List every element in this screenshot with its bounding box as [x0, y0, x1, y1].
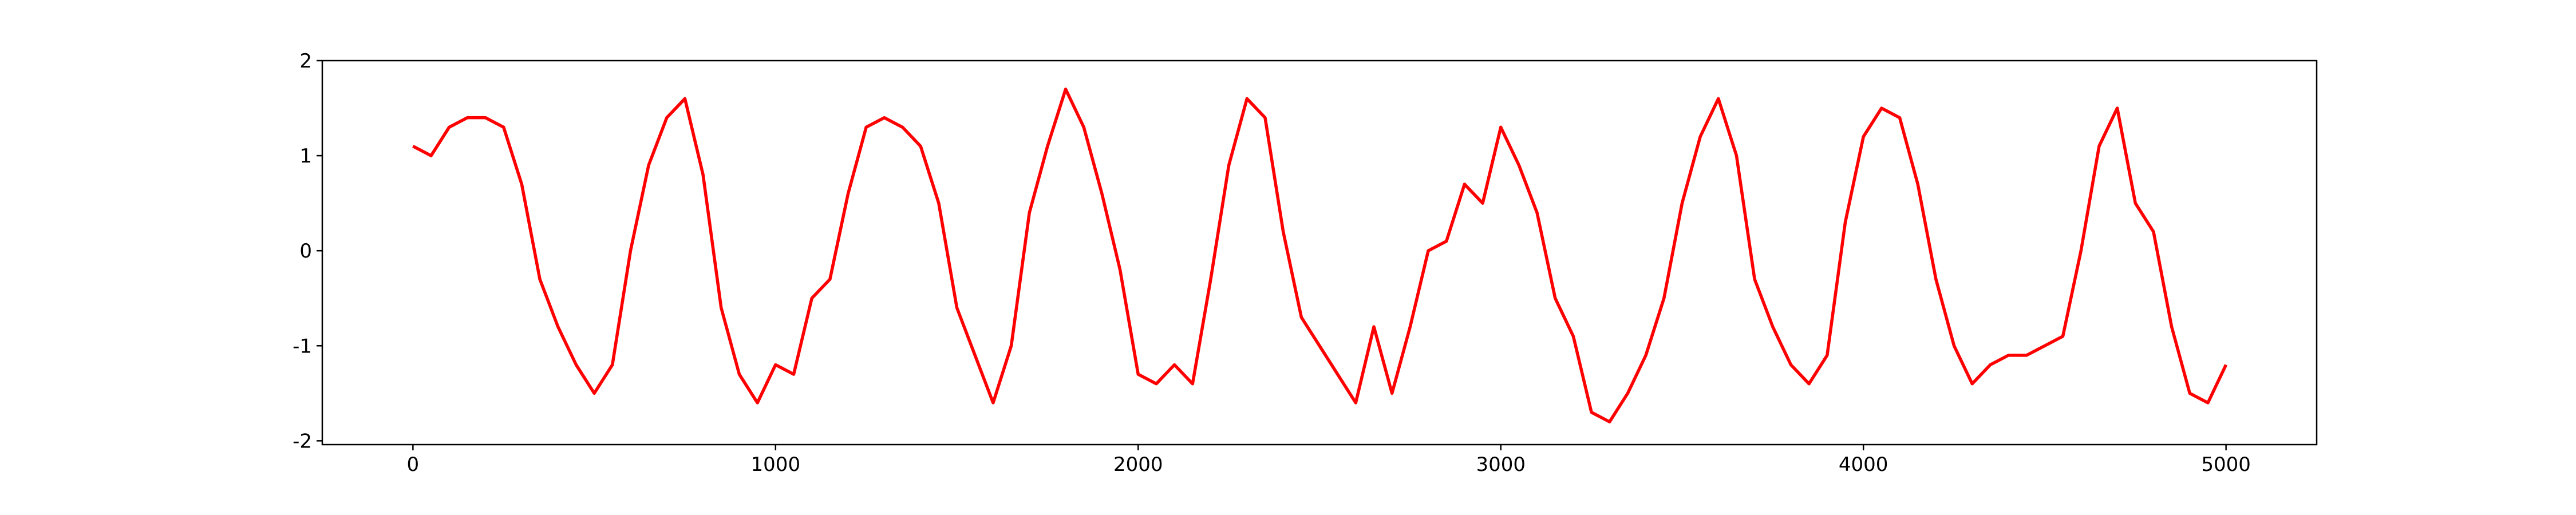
y-tick-label: 2: [299, 50, 312, 73]
x-tick-label: 2000: [1113, 453, 1163, 476]
data-line: [412, 88, 2228, 423]
y-tick-label: 1: [299, 145, 312, 168]
x-tick-label: 5000: [2201, 453, 2251, 476]
x-tick-label: 0: [407, 453, 420, 476]
y-tick-label: -1: [293, 335, 312, 358]
x-tick-label: 3000: [1476, 453, 1526, 476]
y-tick-label: -2: [293, 430, 312, 453]
plot-frame: [321, 60, 2318, 446]
plot-area: [322, 61, 2317, 445]
y-tick-label: 0: [299, 240, 312, 263]
x-tick-label: 4000: [1839, 453, 1888, 476]
x-tick-label: 1000: [751, 453, 801, 476]
